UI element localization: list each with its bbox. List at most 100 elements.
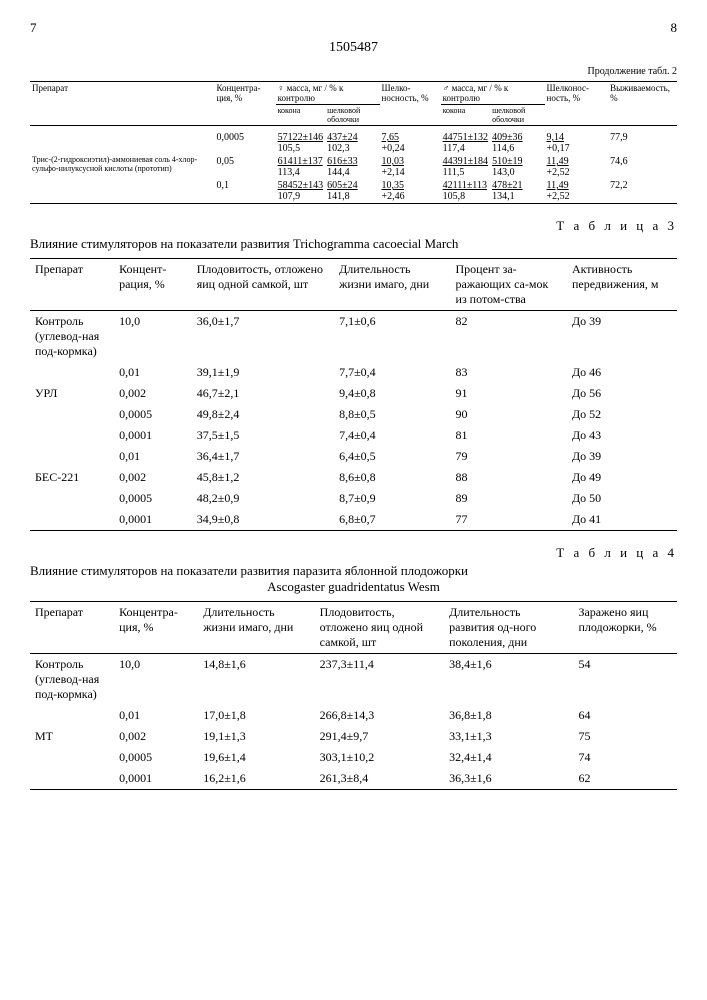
table-cell: 0,0005 [114,488,192,509]
table-cell: 16,2±1,6 [198,768,314,790]
table-cell: 8,8±0,5 [334,404,450,425]
t4-h5: Длительность развития од-ного поколения,… [444,602,573,654]
table-3: Препарат Концент-рация, % Плодовитость, … [30,258,677,531]
t2-cell: 616±33144,4 [325,155,379,179]
t2-cell: 58452±143107,9 [276,179,326,204]
table-cell: 7,1±0,6 [334,311,450,363]
table-cell: 0,0001 [114,509,192,531]
table-cell: 48,2±0,9 [192,488,334,509]
t2-cell: 0,1 [214,179,275,204]
page-numbers: 7 8 [30,20,677,36]
table-row-label: БЕС-221 [30,467,114,531]
t3-h6: Активность передвижения, м [567,259,677,311]
table-cell: 6,4±0,5 [334,446,450,467]
table-cell: 89 [451,488,567,509]
t2-cell: 437±24102,3 [325,126,379,156]
table-cell: 38,4±1,6 [444,654,573,706]
table-cell: 19,1±1,3 [198,726,314,747]
table-cell: 39,1±1,9 [192,362,334,383]
t2-cell: 510±19143,0 [490,155,544,179]
t2-h-fmass: ♀ масса, мг [278,83,323,93]
t2-cell: 478±21134,1 [490,179,544,204]
table-cell: 0,01 [114,446,192,467]
table-cell: 19,6±1,4 [198,747,314,768]
table-cell: 0,0001 [114,768,198,790]
table-cell: До 50 [567,488,677,509]
page-right: 8 [671,20,678,36]
table-row-label [30,446,114,467]
t2-cell: 77,9 [608,126,677,156]
table-cell: До 39 [567,446,677,467]
t2-h-surv: Выживаемость, % [608,82,677,126]
table-4: Препарат Концентра-ция, % Длительность ж… [30,601,677,790]
doc-number: 1505487 [30,40,677,56]
t3-h5: Процент за-ражающих са-мок из потом-ства [451,259,567,311]
table-3-title: Т а б л и ц а 3 [30,218,677,234]
table-cell: 17,0±1,8 [198,705,314,726]
t2-cell: 9,14+0,17 [545,126,609,156]
t4-h1: Препарат [30,602,114,654]
t2-h-prep: Препарат [30,82,214,126]
t3-h1: Препарат [30,259,114,311]
table-cell: 90 [451,404,567,425]
t2-cell: 10,35+2,46 [380,179,441,204]
table-cell: 77 [451,509,567,531]
table-cell: 37,5±1,5 [192,425,334,446]
table-cell: 8,7±0,9 [334,488,450,509]
table-2: Препарат Концентра-ция, % ♀ масса, мг / … [30,81,677,204]
t2-cell: 42111±113105,8 [441,179,491,204]
table-cell: 45,8±1,2 [192,467,334,488]
t2-h-silk1: Шелко-носность, % [380,82,441,126]
table-cell: 91 [451,383,567,404]
table-cell: 36,8±1,8 [444,705,573,726]
table-cell: 0,002 [114,726,198,747]
t2-cell: 44391±184111,5 [441,155,491,179]
table-cell: 36,0±1,7 [192,311,334,363]
table-cell: 0,01 [114,705,198,726]
table-cell: До 52 [567,404,677,425]
table-cell: 64 [573,705,677,726]
table-cell: 237,3±11,4 [315,654,444,706]
t2-h-conc: Концентра-ция, % [214,82,275,126]
table-cell: До 56 [567,383,677,404]
table-cell: 10,0 [114,654,198,706]
table-cell: 9,4±0,8 [334,383,450,404]
t2-cell: 57122±146105,5 [276,126,326,156]
table-cell: 0,0005 [114,404,192,425]
t3-h4: Длительность жизни имаго, дни [334,259,450,311]
t2-cell: 605±24141,8 [325,179,379,204]
t2-cell: 44751±132117,4 [441,126,491,156]
table-row-label: Контроль (углевод-ная под-кормка) [30,311,114,363]
t2-cell: 0,05 [214,155,275,179]
t2-h-obol2: шелковой оболочки [490,105,544,126]
continuation-label: Продолжение табл. 2 [30,66,677,77]
table-cell: 7,4±0,4 [334,425,450,446]
table-cell: 32,4±1,4 [444,747,573,768]
table-cell: 10,0 [114,311,192,363]
table-cell: До 49 [567,467,677,488]
t2-cell: 7,65+0,24 [380,126,441,156]
t4-h6: Заражено яиц плодожорки, % [573,602,677,654]
table-cell: 0,01 [114,362,192,383]
table-row-label: Контроль (углевод-ная под-кормка) [30,654,114,706]
t4-h3: Длительность жизни имаго, дни [198,602,314,654]
table-cell: 0,0005 [114,747,198,768]
table-cell: 0,0001 [114,425,192,446]
table-cell: 34,9±0,8 [192,509,334,531]
table-row-label [30,705,114,726]
t2-cell: 72,2 [608,179,677,204]
table-cell: 0,002 [114,467,192,488]
table-cell: 291,4±9,7 [315,726,444,747]
t2-cell: 0,0005 [214,126,275,156]
table-cell: До 43 [567,425,677,446]
table-cell: 54 [573,654,677,706]
t2-cell: 409±36114,6 [490,126,544,156]
table-cell: 14,8±1,6 [198,654,314,706]
table-cell: 81 [451,425,567,446]
table-cell: 36,3±1,6 [444,768,573,790]
table-cell: 6,8±0,7 [334,509,450,531]
table-cell: 8,6±0,8 [334,467,450,488]
table-cell: 266,8±14,3 [315,705,444,726]
t2-drug: Трис-(2-гидроксиэтил)-аммониевая соль 4-… [30,155,214,204]
table-cell: 36,4±1,7 [192,446,334,467]
